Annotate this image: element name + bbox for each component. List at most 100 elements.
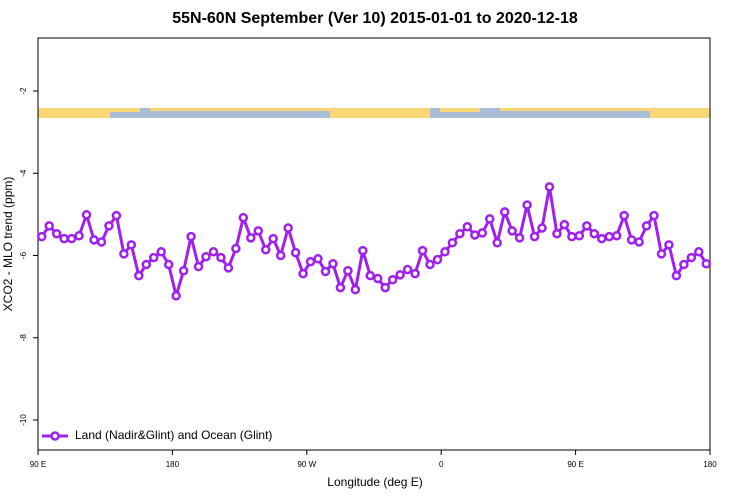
data-point bbox=[634, 237, 644, 247]
data-point bbox=[246, 233, 256, 243]
data-point bbox=[186, 231, 196, 242]
data-point bbox=[432, 254, 443, 265]
data-point bbox=[350, 284, 361, 295]
data-point bbox=[686, 252, 697, 263]
data-point bbox=[66, 233, 77, 244]
data-point bbox=[425, 259, 435, 270]
data-point bbox=[477, 228, 488, 238]
data-point bbox=[156, 247, 166, 257]
data-point bbox=[126, 240, 137, 250]
data-point bbox=[148, 252, 159, 263]
data-point bbox=[387, 275, 398, 285]
data-point bbox=[679, 259, 689, 270]
data-point bbox=[223, 263, 234, 273]
data-point bbox=[298, 268, 308, 279]
data-point bbox=[664, 240, 674, 250]
y-tick-label: -2 bbox=[19, 87, 28, 95]
data-point bbox=[372, 273, 383, 284]
data-point bbox=[410, 268, 420, 279]
data-point bbox=[134, 270, 144, 281]
data-point bbox=[36, 231, 47, 242]
data-point bbox=[253, 226, 264, 236]
data-point bbox=[492, 238, 502, 248]
data-point bbox=[507, 226, 517, 236]
data-point bbox=[171, 291, 181, 301]
y-tick-label: -10 bbox=[19, 414, 28, 426]
data-point bbox=[455, 228, 465, 239]
data-point bbox=[522, 200, 532, 210]
data-point bbox=[51, 228, 62, 239]
data-point bbox=[111, 210, 122, 221]
data-point bbox=[275, 250, 286, 261]
x-tick-label: 90 E bbox=[567, 460, 583, 469]
data-point bbox=[178, 265, 189, 276]
data-point bbox=[395, 270, 405, 280]
data-point bbox=[417, 245, 428, 256]
data-point bbox=[343, 265, 353, 276]
x-tick-label: 0 bbox=[439, 460, 444, 469]
legend-label: Land (Nadir&Glint) and Ocean (Glint) bbox=[75, 428, 272, 442]
data-point bbox=[671, 270, 682, 281]
data-point bbox=[484, 214, 495, 224]
x-tick-label: 180 bbox=[166, 460, 180, 469]
data-point bbox=[641, 221, 652, 231]
data-point bbox=[313, 254, 323, 264]
data-point bbox=[611, 231, 622, 241]
y-tick-label: -8 bbox=[19, 334, 28, 342]
data-point bbox=[328, 258, 338, 269]
data-point bbox=[74, 231, 84, 241]
data-point bbox=[305, 256, 316, 267]
data-point bbox=[567, 231, 577, 242]
data-point bbox=[537, 223, 547, 233]
y-tick-label: -4 bbox=[19, 169, 28, 177]
plot-frame bbox=[37, 37, 711, 451]
data-point bbox=[283, 223, 293, 233]
data-point bbox=[596, 233, 607, 244]
data-point bbox=[499, 207, 510, 217]
data-point bbox=[447, 238, 458, 248]
x-axis-label: Longitude (deg E) bbox=[327, 475, 422, 489]
data-point bbox=[193, 261, 204, 272]
data-point bbox=[260, 245, 271, 255]
data-point bbox=[96, 237, 107, 247]
land-ocean-strip bbox=[38, 108, 710, 118]
data-point bbox=[544, 182, 555, 192]
data-point bbox=[619, 210, 629, 221]
data-point bbox=[694, 247, 704, 257]
x-tick-label: 90 W bbox=[297, 460, 316, 469]
data-point bbox=[380, 282, 390, 293]
data-point bbox=[104, 221, 114, 231]
data-point bbox=[290, 247, 301, 258]
data-point bbox=[589, 228, 600, 239]
data-point bbox=[626, 235, 637, 245]
x-tick-label: 90 E bbox=[30, 460, 46, 469]
data-point bbox=[81, 210, 92, 220]
data-point bbox=[440, 247, 450, 257]
data-point bbox=[574, 231, 585, 241]
data-point bbox=[582, 221, 592, 231]
data-point bbox=[552, 228, 562, 239]
data-point bbox=[59, 233, 69, 244]
y-tick-label: -6 bbox=[19, 251, 28, 259]
data-point bbox=[216, 252, 226, 263]
data-point bbox=[365, 270, 376, 281]
data-point bbox=[231, 243, 241, 254]
data-point bbox=[44, 221, 54, 231]
data-point bbox=[402, 264, 413, 275]
data-point bbox=[141, 259, 152, 270]
data-point bbox=[559, 219, 570, 230]
legend-marker bbox=[50, 431, 60, 441]
data-point bbox=[335, 282, 346, 293]
data-point bbox=[358, 245, 368, 256]
data-point bbox=[320, 266, 331, 277]
data-point bbox=[119, 249, 129, 259]
data-point bbox=[208, 247, 219, 257]
data-point bbox=[701, 258, 712, 269]
chart-title: 55N-60N September (Ver 10) 2015-01-01 to… bbox=[172, 10, 578, 27]
x-tick-label: 180 bbox=[703, 460, 717, 469]
data-point bbox=[470, 230, 480, 240]
data-point bbox=[656, 249, 667, 259]
data-point bbox=[649, 210, 659, 221]
y-axis-label: XCO2 - MLO trend (ppm) bbox=[1, 177, 15, 312]
